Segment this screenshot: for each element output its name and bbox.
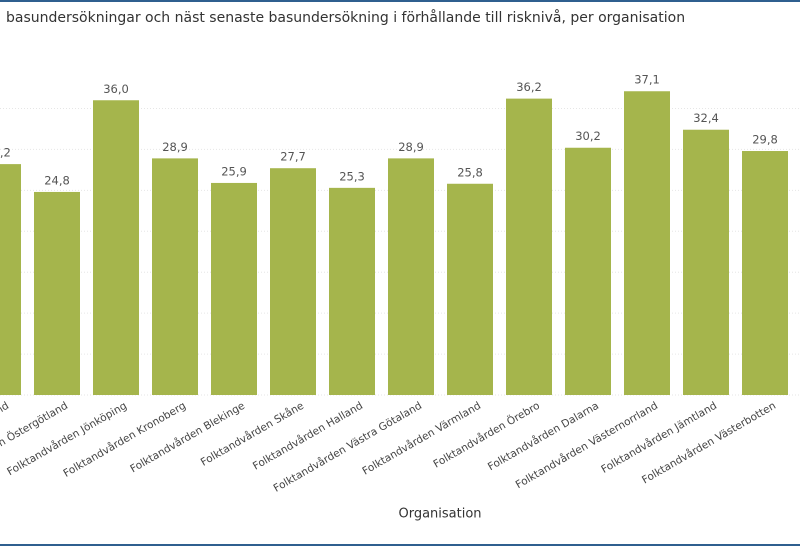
- bar: [447, 183, 493, 395]
- bar: [152, 158, 198, 395]
- bar: [565, 147, 611, 395]
- bar: [0, 164, 21, 395]
- data-label: 30,2: [575, 129, 601, 143]
- bar: [93, 100, 139, 395]
- bar: [34, 191, 80, 395]
- x-tick-label: Folktandvården Halland: [250, 399, 365, 473]
- x-axis-title: Organisation: [398, 507, 481, 522]
- x-tick-label: Folktandvården Dalarna: [485, 399, 601, 473]
- bar: [329, 187, 375, 395]
- data-label: 36,0: [103, 82, 129, 96]
- data-label: 36,2: [516, 80, 542, 94]
- bar: [683, 129, 729, 395]
- bar: [388, 158, 434, 395]
- data-label: 27,7: [280, 150, 306, 164]
- data-label: 25,9: [221, 164, 247, 178]
- data-label: 25,3: [339, 169, 365, 183]
- data-label: 32,4: [693, 111, 719, 125]
- x-tick-label: Folktandvården Skåne: [198, 399, 306, 469]
- data-label: 37,1: [634, 73, 660, 87]
- bar: [211, 182, 257, 395]
- bar: [624, 91, 670, 396]
- x-tick-label: Folktandvården Örebro: [431, 399, 542, 471]
- bar: [506, 98, 552, 396]
- data-label: 28,9: [162, 140, 188, 154]
- bar: [270, 168, 316, 395]
- data-label: 25,8: [457, 165, 483, 179]
- data-label: 28,2: [0, 146, 11, 160]
- data-label: 29,8: [752, 133, 778, 147]
- data-label: 24,8: [44, 173, 70, 187]
- chart-title: basundersökningar och näst senaste basun…: [6, 9, 685, 26]
- bar: [742, 151, 788, 395]
- data-label: 28,9: [398, 140, 424, 154]
